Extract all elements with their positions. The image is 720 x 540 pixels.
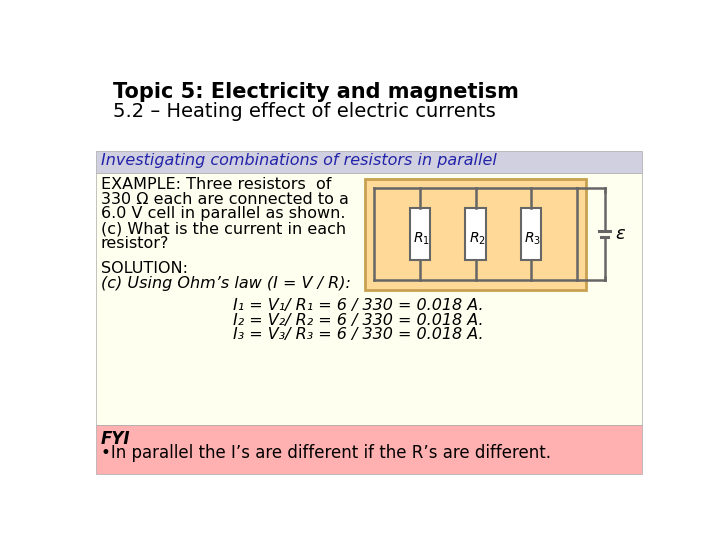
FancyBboxPatch shape	[96, 151, 642, 173]
FancyBboxPatch shape	[96, 173, 642, 425]
Text: $R_2$: $R_2$	[469, 231, 485, 247]
Text: 5.2 – Heating effect of electric currents: 5.2 – Heating effect of electric current…	[113, 102, 496, 121]
FancyBboxPatch shape	[365, 179, 586, 289]
Bar	[521, 208, 541, 260]
Text: FYI: FYI	[101, 430, 130, 448]
Text: 330 Ω each are connected to a: 330 Ω each are connected to a	[101, 192, 348, 207]
Text: $R_3$: $R_3$	[524, 231, 541, 247]
Text: resistor?: resistor?	[101, 236, 169, 251]
Text: $R_1$: $R_1$	[413, 231, 430, 247]
Text: I₂ = V₂/ R₂ = 6 / 330 = 0.018 A.: I₂ = V₂/ R₂ = 6 / 330 = 0.018 A.	[233, 313, 484, 328]
Text: I₁ = V₁/ R₁ = 6 / 330 = 0.018 A.: I₁ = V₁/ R₁ = 6 / 330 = 0.018 A.	[233, 298, 484, 313]
Text: (c) What is the current in each: (c) What is the current in each	[101, 221, 346, 236]
FancyBboxPatch shape	[90, 65, 648, 150]
Text: EXAMPLE: Three resistors  of: EXAMPLE: Three resistors of	[101, 177, 331, 192]
Text: $\varepsilon$: $\varepsilon$	[616, 225, 626, 243]
Text: Topic 5: Electricity and magnetism: Topic 5: Electricity and magnetism	[113, 82, 519, 102]
FancyBboxPatch shape	[96, 425, 642, 475]
Text: I₃ = V₃/ R₃ = 6 / 330 = 0.018 A.: I₃ = V₃/ R₃ = 6 / 330 = 0.018 A.	[233, 327, 484, 342]
Text: 6.0 V cell in parallel as shown.: 6.0 V cell in parallel as shown.	[101, 206, 346, 221]
Text: SOLUTION:: SOLUTION:	[101, 261, 188, 276]
Text: •In parallel the I’s are different if the R’s are different.: •In parallel the I’s are different if th…	[101, 444, 551, 462]
Bar	[410, 208, 430, 260]
Text: Investigating combinations of resistors in parallel: Investigating combinations of resistors …	[101, 153, 497, 167]
Bar	[466, 208, 485, 260]
Text: (c) Using Ohm’s law (I = V / R):: (c) Using Ohm’s law (I = V / R):	[101, 276, 351, 291]
